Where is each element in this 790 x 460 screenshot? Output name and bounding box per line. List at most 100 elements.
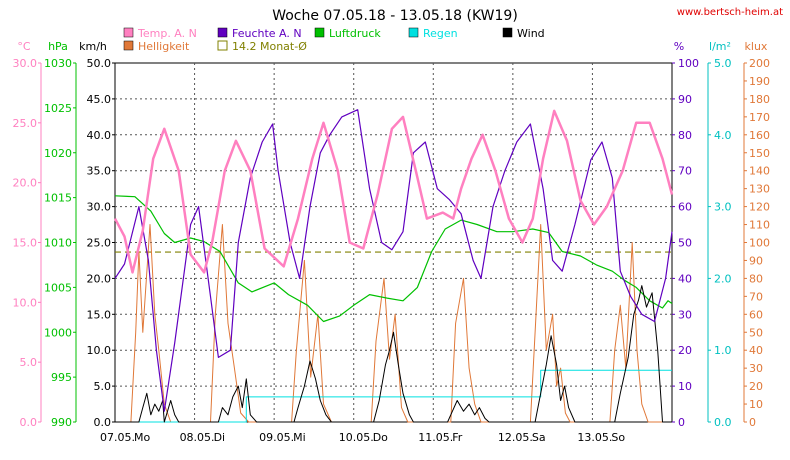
series-regen	[115, 369, 672, 423]
tick-label: 5.0	[714, 57, 732, 70]
series-feuchte-a-n	[114, 109, 673, 412]
axis-unit: km/h	[79, 40, 107, 53]
legend-label: 14.2 Monat-Ø	[232, 40, 307, 53]
tick-label: 10	[749, 398, 763, 411]
tick-label: 10.0	[87, 344, 112, 357]
tick-label: 90	[678, 93, 692, 106]
axis-klux: 0 10 20 30 40 50 60 70 80 90 100 110 120 130 140 150 160…	[743, 57, 770, 429]
tick-label: 50	[749, 326, 763, 339]
series-helligkeit	[115, 224, 672, 423]
tick-label: 20	[678, 344, 692, 357]
axis-C: 0.0 5.0 10.0 15.0 20.0 25.0 30.0	[13, 57, 42, 429]
tick-label: 50.0	[87, 57, 112, 70]
legend-item: 14.2 Monat-Ø	[217, 40, 307, 53]
x-axis-labels: 07.05. Mo 08.05. Di 09.05. Mi 10.05. Do 11.05. Fr…	[100, 431, 625, 444]
legend-swatch	[502, 27, 513, 38]
legend-swatch	[123, 27, 134, 38]
chart-title: Woche 07.05.18 - 13.05.18 (KW19)	[272, 8, 518, 24]
legend-item: Regen	[408, 27, 458, 40]
tick-label: 170	[749, 111, 770, 124]
x-label-date: 11.05.	[418, 431, 453, 444]
tick-label: 100	[678, 57, 699, 70]
tick-label: 60	[678, 201, 692, 214]
tick-label: 50	[678, 237, 692, 250]
legend-swatch	[217, 40, 228, 51]
tick-label: 1025	[44, 102, 72, 115]
legend-item: Wind	[502, 27, 545, 40]
tick-label: 1.0	[714, 344, 732, 357]
axis-: 0 10 20 30 40 50 60 70 80 90 100	[672, 57, 699, 429]
x-label-date: 08.05.	[180, 431, 215, 444]
tick-label: 1020	[44, 147, 72, 160]
tick-label: 120	[749, 201, 770, 214]
tick-label: 25.0	[87, 237, 112, 250]
axis-unit: %	[674, 40, 684, 53]
legend-item: Luftdruck	[314, 27, 381, 40]
legend-swatch	[314, 27, 325, 38]
tick-label: 35.0	[87, 165, 112, 178]
legend-label: Temp. A. N	[137, 27, 197, 40]
legend-label: Wind	[517, 27, 545, 40]
x-label-date: 10.05.	[339, 431, 374, 444]
tick-label: 80	[749, 272, 763, 285]
series-temp-a-n	[113, 109, 674, 274]
axis-unit: l/m²	[709, 40, 731, 53]
tick-label: 110	[749, 219, 770, 232]
series	[113, 109, 674, 423]
tick-label: 4.0	[714, 129, 732, 142]
tick-label: 30	[678, 308, 692, 321]
tick-label: 1000	[44, 326, 72, 339]
tick-label: 60	[749, 308, 763, 321]
tick-label: 70	[749, 290, 763, 303]
series-wind	[115, 285, 672, 423]
tick-label: 30.0	[87, 201, 112, 214]
tick-label: 40.0	[87, 129, 112, 142]
tick-label: 40	[678, 272, 692, 285]
x-label-date: 13.05.	[577, 431, 612, 444]
legend-label: Helligkeit	[138, 40, 190, 53]
plot-frame	[114, 62, 673, 423]
x-label-date: 07.05.	[100, 431, 135, 444]
axis-unit: hPa	[48, 40, 68, 53]
series-luftdruck	[114, 195, 673, 323]
grid	[115, 63, 672, 422]
legend-item: Helligkeit	[123, 40, 190, 53]
x-label-date: 09.05.	[259, 431, 294, 444]
tick-label: 30.0	[13, 57, 38, 70]
x-label-weekday: Do	[373, 431, 388, 444]
tick-label: 20	[749, 380, 763, 393]
axis-lm: 0.0 1.0 2.0 3.0 4.0 5.0	[707, 57, 732, 429]
tick-label: 1030	[44, 57, 72, 70]
tick-label: 30	[749, 362, 763, 375]
legend-item: Feuchte A. N	[217, 27, 302, 40]
tick-label: 160	[749, 129, 770, 142]
tick-label: 80	[678, 129, 692, 142]
tick-label: 15.0	[13, 237, 38, 250]
tick-label: 0.0	[714, 416, 732, 429]
tick-label: 0	[678, 416, 685, 429]
x-label-weekday: Mi	[293, 431, 306, 444]
x-label-weekday: Sa	[532, 431, 546, 444]
tick-label: 0	[749, 416, 756, 429]
tick-label: 190	[749, 75, 770, 88]
tick-label: 1005	[44, 281, 72, 294]
x-label-weekday: Di	[214, 431, 226, 444]
tick-label: 130	[749, 183, 770, 196]
tick-label: 1015	[44, 192, 72, 205]
tick-label: 140	[749, 165, 770, 178]
tick-label: 70	[678, 165, 692, 178]
tick-label: 5.0	[20, 356, 38, 369]
tick-label: 10.0	[13, 296, 38, 309]
tick-label: 3.0	[714, 201, 732, 214]
legend-label: Regen	[423, 27, 458, 40]
tick-label: 2.0	[714, 272, 732, 285]
tick-label: 25.0	[13, 117, 38, 130]
axis-kmh: 0.0 5.0 10.0 15.0 20.0 25.0 30.0 35.0 40.0 45.0 50…	[87, 57, 115, 429]
tick-label: 0.0	[20, 416, 38, 429]
tick-label: 100	[749, 237, 770, 250]
x-label-date: 12.05.	[498, 431, 533, 444]
axis-unit: klux	[745, 40, 768, 53]
axis-unit: °C	[17, 40, 31, 53]
